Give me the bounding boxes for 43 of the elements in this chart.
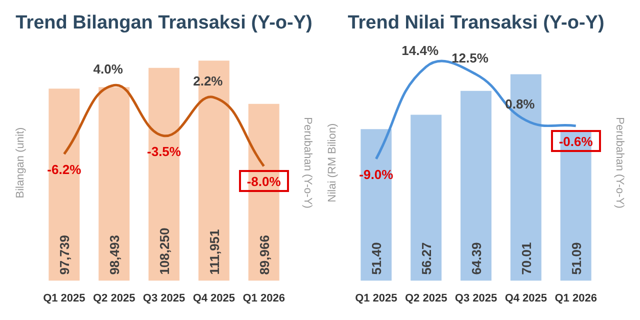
x-tick-label: Q3 2025	[142, 292, 186, 304]
x-tick-label: Q4 2025	[504, 292, 548, 304]
data-label: -0.6%	[558, 134, 594, 149]
data-label: -8.0%	[246, 174, 282, 190]
x-tick-label: Q4 2025	[192, 292, 236, 304]
bar	[360, 129, 392, 281]
x-tick-label: Q2 2025	[404, 292, 448, 304]
y-axis-title: Bilangan (unit)	[14, 127, 27, 198]
data-label: 108,250	[157, 228, 172, 275]
y2-axis-title: Perubahan (Y-o-Y)	[301, 117, 314, 208]
bar	[148, 68, 180, 281]
y-axis-title: Nilai (RM Bilion)	[326, 123, 339, 202]
data-label: 14.4%	[402, 42, 439, 58]
y2-axis-title: Perubahan (Y-o-Y)	[613, 117, 626, 208]
x-tick-label: Q2 2025	[92, 292, 136, 304]
data-label: 89,966	[256, 235, 272, 275]
data-label: 64.39	[469, 242, 484, 275]
x-tick-label: Q1 2026	[554, 292, 597, 304]
data-label: 97,739	[57, 235, 72, 275]
chart-title: Trend Nilai Transaksi (Y-o-Y)	[348, 12, 604, 34]
bar	[48, 88, 80, 281]
bar	[98, 87, 130, 281]
data-label: -6.2%	[47, 162, 82, 178]
data-label: 98,493	[107, 235, 122, 275]
data-label: 12.5%	[452, 50, 489, 66]
data-label: 51.40	[369, 242, 384, 275]
data-label: 4.0%	[93, 61, 124, 76]
bar	[460, 90, 492, 281]
data-label: 51.09	[568, 242, 584, 275]
data-label: 70.01	[518, 242, 534, 275]
data-label: -3.5%	[147, 144, 182, 159]
data-label: 56.27	[419, 242, 434, 275]
data-label: 2.2%	[193, 73, 224, 88]
x-tick-label: Q1 2025	[43, 292, 86, 304]
bar	[560, 130, 592, 281]
x-tick-label: Q3 2025	[454, 292, 498, 304]
bar	[410, 114, 442, 281]
x-tick-label: Q1 2026	[242, 292, 285, 304]
data-label: 111,951	[206, 229, 222, 275]
data-label: -9.0%	[359, 166, 394, 182]
x-tick-label: Q1 2025	[355, 292, 398, 304]
data-label: 0.8%	[505, 96, 536, 112]
chart-title: Trend Bilangan Transaksi (Y-o-Y)	[16, 12, 312, 34]
